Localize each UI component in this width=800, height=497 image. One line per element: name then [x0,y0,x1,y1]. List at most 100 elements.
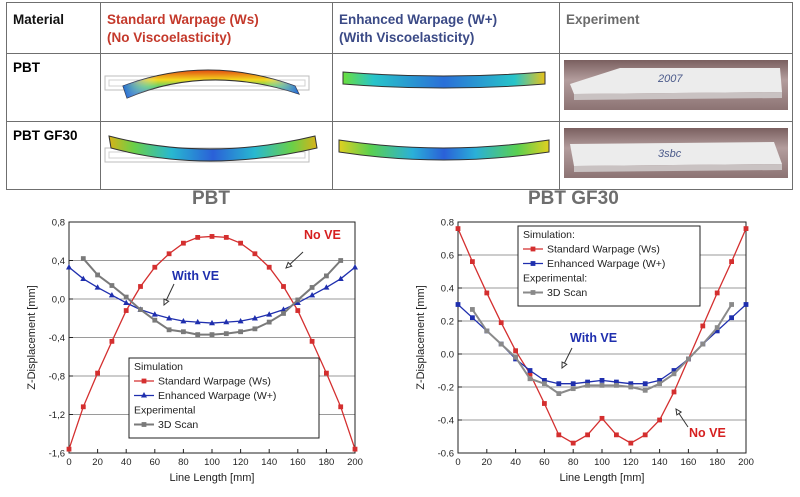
c1-legend-swatch-marker [530,246,536,252]
c0-annotation-arrowhead [163,298,170,307]
c1-y-axis-label: Z-Displacement [mm] [415,285,427,390]
c1-legend-box [517,225,701,307]
c0-xtick-label: 160 [290,457,306,468]
header-wp-label: Enhanced Warpage (W+) (With Viscoelastici… [333,3,559,47]
c1-series-1-point [714,328,720,334]
c1-annotation-arrowhead [561,361,568,370]
c0-series-0-point [80,404,86,410]
header-wp-line2: (With Viscoelasticity) [339,30,475,45]
c1-xtick-label: 120 [623,457,639,468]
c0-series-2-point [80,256,86,261]
c1-ytick-label: -0.6 [438,449,454,460]
c1-series-1-point [642,381,648,387]
c0-ytick-label: 0,8 [52,218,65,229]
c0-series-1-point [180,317,187,324]
c1-series-1-point [585,379,590,385]
c0-ytick-label: -0,4 [49,333,65,344]
header-experiment-label: Experiment [566,12,640,27]
c1-series-0-point [470,259,475,264]
c0-xtick-label: 0 [66,457,71,468]
c0-series-2-point [338,258,344,263]
c0-series-2-point [166,327,172,333]
c0-series-1-point [251,315,258,321]
c0-xtick-label: 120 [233,457,249,468]
c0-series-0-point [152,264,158,270]
c1-ytick-label: 0.8 [441,218,454,229]
c1-ytick-label: 0.2 [441,317,454,328]
c1-series-0-point [570,440,576,446]
c1-series-1-point [455,302,461,307]
c1-series-1-point [556,381,562,387]
c0-series-2-point [181,329,186,335]
c1-series-2-point [642,387,648,393]
c0-series-1-point [352,264,358,270]
c1-series-0-point [700,323,706,329]
c1-series-1-point [599,378,605,383]
c1-legend-item-label: Standard Warpage (Ws) [547,244,660,256]
c1-series-1-point [628,381,634,387]
c1-series-0-point [671,389,677,395]
c0-series-2-point [238,329,243,335]
c1-series-1-point [614,379,619,385]
c1-series-0-point [455,226,461,231]
header-material-label: Material [13,12,65,27]
pbtgf30-specimen-photo: 3sbc [564,128,788,178]
pbt-wp-contour-plot [342,71,546,89]
c1-series-2-point [700,341,706,347]
pbtgf30-wp-contour-plot [338,139,550,161]
c0-ytick-label: 0,0 [52,295,65,306]
c0-plot-frame [68,221,356,454]
c0-series-1-point [280,306,287,312]
c0-xtick-label: 100 [204,457,220,468]
c0-annotation-label: No VE [304,228,341,242]
header-material: Material [6,2,101,54]
header-ws-line1: Standard Warpage (Ws) [107,12,259,27]
c0-y-axis-label: Z-Displacement [mm] [26,285,38,390]
c0-series-0-point [252,251,258,257]
c0-series-1-point [66,264,72,270]
c0-series-0-point [324,370,329,376]
c1-series-1-point [542,378,547,383]
c1-series-0-point [484,290,490,296]
c0-series-0-point [309,338,315,344]
c0-series-0-point [238,240,243,246]
c0-series-2-point [195,332,201,338]
c0-series-0-point [123,308,129,313]
c1-series-0-point [498,320,504,326]
c0-series-1-point [108,291,115,298]
c1-annotation-label: With VE [570,331,617,345]
header-standard-warpage: Standard Warpage (Ws) (No Viscoelasticity… [100,2,333,54]
c0-series-1-point [166,315,173,321]
pbtgf30-chart-title: PBT GF30 [528,188,619,209]
c0-series-2-point [123,294,129,300]
c1-series-2-point [657,381,662,387]
c1-legend-item-label: 3D Scan [547,287,587,299]
c1-xtick-label: 160 [680,457,696,468]
c0-series-0-point [352,446,358,452]
c1-series-1-point [729,315,734,321]
c0-ytick-label: -0,8 [49,372,65,383]
c1-series-0-point [585,432,590,438]
c1-legend-header: Experimental: [523,273,587,285]
pbtgf30-displacement-chart: -0.6 -0.4 -0.2 0.0 0.2 0.4 0.6 0.8 0 20 40 60 80 100 1… [415,218,754,485]
c1-series-2-point [686,356,691,362]
row-pbtgf30-material: PBT GF30 [6,121,101,190]
c0-legend-box [128,357,320,439]
c1-series-2-point [628,384,634,390]
c0-series-1-point [223,318,230,325]
c0-ytick-label: -1,2 [49,410,65,421]
c1-legend-item-label: Enhanced Warpage (W+) [547,258,665,270]
c0-series-0-point [195,235,201,240]
c0-xtick-label: 40 [121,457,132,468]
c1-xtick-label: 20 [482,457,493,468]
c0-xtick-label: 180 [318,457,334,468]
pbt-enhanced-sim-image [332,53,560,122]
c1-ytick-label: -0.2 [438,383,454,394]
c0-series-1-point [80,275,87,281]
c0-series-2-point [252,326,258,332]
c0-series-0-point [338,404,344,410]
c0-series-0-point [266,264,272,270]
c0-series-1-point [266,311,273,317]
c1-series-2-point [542,381,547,387]
pbt-specimen-photo: 2007 [564,60,788,110]
